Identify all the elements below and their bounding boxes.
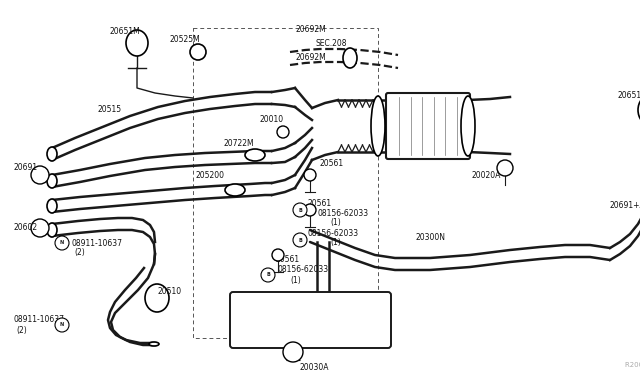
Text: B: B — [298, 208, 302, 212]
Text: 08156-62033: 08156-62033 — [318, 208, 369, 218]
Circle shape — [272, 249, 284, 261]
Ellipse shape — [126, 30, 148, 56]
Ellipse shape — [245, 149, 265, 161]
Text: (1): (1) — [290, 276, 301, 285]
Circle shape — [55, 236, 69, 250]
Text: 20525M: 20525M — [170, 35, 201, 45]
Ellipse shape — [47, 199, 57, 213]
Circle shape — [31, 219, 49, 237]
Text: N: N — [60, 323, 64, 327]
Text: 20010: 20010 — [260, 115, 284, 125]
Text: 20651MA: 20651MA — [618, 90, 640, 99]
Ellipse shape — [190, 44, 206, 60]
Text: 20561: 20561 — [275, 256, 299, 264]
Text: 20020A: 20020A — [472, 170, 501, 180]
Text: 20561: 20561 — [308, 199, 332, 208]
Ellipse shape — [47, 223, 57, 237]
Text: 20300N: 20300N — [415, 232, 445, 241]
Text: (2): (2) — [74, 247, 84, 257]
Text: 20030A: 20030A — [300, 362, 330, 372]
Circle shape — [293, 203, 307, 217]
FancyBboxPatch shape — [230, 292, 391, 348]
Text: 20691: 20691 — [13, 164, 37, 173]
Circle shape — [283, 342, 303, 362]
Text: 20692M: 20692M — [295, 26, 326, 35]
Text: 20602: 20602 — [13, 224, 37, 232]
Ellipse shape — [47, 174, 57, 188]
FancyBboxPatch shape — [386, 93, 470, 159]
Text: 20515: 20515 — [97, 106, 121, 115]
Circle shape — [55, 318, 69, 332]
Text: 20510: 20510 — [158, 288, 182, 296]
Text: 20561: 20561 — [320, 158, 344, 167]
Text: 08911-10637: 08911-10637 — [71, 238, 122, 247]
Ellipse shape — [461, 96, 475, 156]
Text: 20651M: 20651M — [110, 26, 141, 35]
Ellipse shape — [371, 96, 385, 156]
Circle shape — [261, 268, 275, 282]
Text: 205200: 205200 — [195, 170, 224, 180]
Circle shape — [304, 169, 316, 181]
Circle shape — [497, 160, 513, 176]
Ellipse shape — [149, 342, 159, 346]
Circle shape — [293, 233, 307, 247]
Text: 20722M: 20722M — [224, 138, 255, 148]
Text: (1): (1) — [330, 218, 340, 227]
Text: SEC.208: SEC.208 — [315, 39, 346, 48]
Ellipse shape — [638, 95, 640, 125]
Circle shape — [31, 166, 49, 184]
Text: N: N — [60, 241, 64, 246]
Text: 08156-62033: 08156-62033 — [278, 266, 329, 275]
Ellipse shape — [343, 48, 357, 68]
Circle shape — [304, 204, 316, 216]
Text: (1): (1) — [330, 237, 340, 247]
Text: 20692M: 20692M — [295, 52, 326, 61]
Text: 20691+A: 20691+A — [610, 201, 640, 209]
Text: B: B — [266, 273, 270, 278]
Text: 08911-10637: 08911-10637 — [13, 315, 64, 324]
Text: R200000 1: R200000 1 — [625, 362, 640, 368]
Text: 08156-62033: 08156-62033 — [308, 228, 359, 237]
Ellipse shape — [145, 284, 169, 312]
Ellipse shape — [225, 184, 245, 196]
Circle shape — [277, 126, 289, 138]
Text: B: B — [298, 237, 302, 243]
Bar — [193, 28, 378, 338]
Text: (2): (2) — [16, 326, 27, 334]
Ellipse shape — [47, 147, 57, 161]
